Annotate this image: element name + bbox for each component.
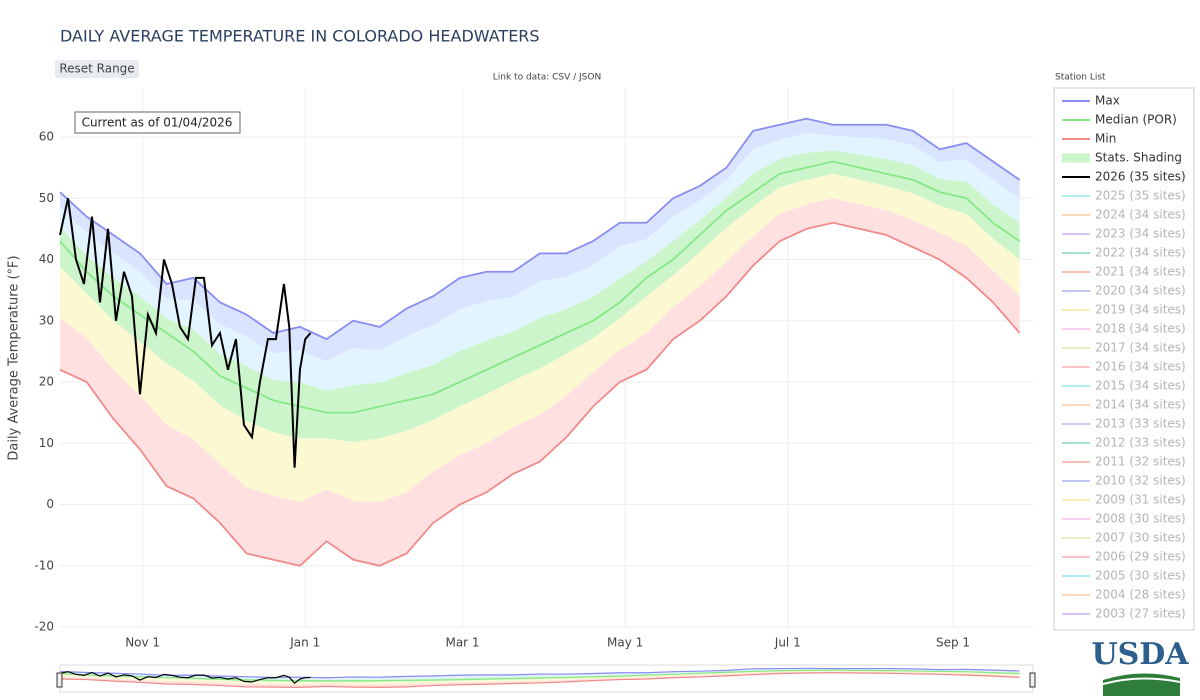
range-slider-line (59, 669, 1020, 682)
y-tick-label: 10 (39, 436, 54, 450)
stats-shading-band (60, 671, 1020, 688)
reset-button-label[interactable]: Reset Range (59, 62, 134, 76)
legend-box (1053, 87, 1195, 631)
legend-label[interactable]: 2014 (34 sites) (1095, 398, 1186, 412)
y-tick-label: 40 (39, 252, 54, 266)
legend-label[interactable]: Stats. Shading (1095, 151, 1182, 165)
legend-label[interactable]: Max (1095, 94, 1120, 108)
y-tick-label: 0 (46, 497, 54, 511)
legend-label[interactable]: 2017 (34 sites) (1095, 341, 1186, 355)
range-handle[interactable] (56, 672, 63, 688)
y-axis-label: Daily Average Temperature (°F) (7, 255, 22, 460)
legend-label[interactable]: 2006 (29 sites) (1095, 550, 1186, 564)
stats-shading-band (60, 668, 1020, 680)
y-tick-label: -20 (34, 620, 54, 634)
stats-shading-band (60, 173, 1020, 503)
legend-label[interactable]: 2013 (33 sites) (1095, 417, 1186, 431)
stats-shading-band (60, 118, 1020, 362)
range-slider-line (59, 672, 1020, 688)
legend-label[interactable]: 2016 (34 sites) (1095, 360, 1186, 374)
annotation: Current as of 01/04/2026 (82, 116, 233, 130)
data-link[interactable]: Link to data: CSV / JSON (493, 73, 601, 83)
plot: -20 -10 0 10 20 30 40 50 60 Nov 1 Jan 1 Mar 1 May 1 J… (34, 88, 1036, 693)
reset-button[interactable] (55, 60, 139, 78)
legend-label[interactable]: 2021 (34 sites) (1095, 265, 1186, 279)
series-line (59, 160, 1021, 414)
legend-label[interactable]: 2010 (32 sites) (1095, 474, 1186, 488)
x-tick-label: Sep 1 (936, 636, 970, 650)
legend-label[interactable]: 2009 (31 sites) (1095, 493, 1186, 507)
legend-label[interactable]: 2024 (34 sites) (1095, 208, 1186, 222)
stats-shading-band (60, 670, 1020, 685)
x-tick-label: May 1 (607, 636, 643, 650)
range-handle[interactable] (1029, 672, 1036, 688)
legend-label[interactable]: 2012 (33 sites) (1095, 436, 1186, 450)
legend-label[interactable]: 2015 (34 sites) (1095, 379, 1186, 393)
y-tick-label: 20 (39, 375, 54, 389)
y-tick-label: -10 (34, 558, 54, 572)
legend-label[interactable]: 2026 (35 sites) (1095, 170, 1186, 184)
legend-label[interactable]: 2022 (34 sites) (1095, 246, 1186, 260)
x-tick-label: Jul 1 (774, 636, 801, 650)
legend-label[interactable]: 2011 (32 sites) (1095, 455, 1186, 469)
legend-label[interactable]: 2025 (35 sites) (1095, 189, 1186, 203)
y-tick-label: 60 (39, 130, 54, 144)
stats-shading-band (60, 150, 1020, 443)
series-line (59, 117, 1021, 341)
legend-label[interactable]: 2007 (30 sites) (1095, 531, 1186, 545)
x-tick-label: Jan 1 (289, 636, 320, 650)
stats-shading-band (60, 133, 1020, 391)
logo: USDA (1091, 637, 1189, 696)
logo-wave (1103, 673, 1180, 696)
series-line (59, 221, 1021, 567)
legend-label[interactable]: 2008 (30 sites) (1095, 512, 1186, 526)
range-slider-line (59, 671, 311, 685)
legend-label[interactable]: Min (1095, 132, 1116, 146)
legend-label[interactable]: 2020 (34 sites) (1095, 284, 1186, 298)
legend-title: Station List (1055, 73, 1106, 83)
legend-label[interactable]: 2019 (34 sites) (1095, 303, 1186, 317)
y-tick-label: 30 (39, 313, 54, 327)
logo-stripe (1102, 677, 1181, 685)
y-tick-label: 50 (39, 191, 54, 205)
legend-label[interactable]: Median (POR) (1095, 113, 1177, 127)
chart-title: DAILY AVERAGE TEMPERATURE IN COLORADO HE… (60, 27, 540, 46)
legend-label[interactable]: 2018 (34 sites) (1095, 322, 1186, 336)
range-slider-line (59, 667, 1020, 679)
legend-label[interactable]: 2005 (30 sites) (1095, 569, 1186, 583)
logo-text: USDA (1091, 637, 1189, 672)
x-tick-label: Mar 1 (445, 636, 479, 650)
legend-label[interactable]: 2003 (27 sites) (1095, 607, 1186, 621)
annotation-box (74, 111, 241, 134)
series-line (59, 198, 312, 468)
x-tick-label: Nov 1 (125, 636, 160, 650)
legend-label[interactable]: 2004 (28 sites) (1095, 588, 1186, 602)
stats-shading-band (60, 198, 1020, 566)
legend-label[interactable]: 2023 (34 sites) (1095, 227, 1186, 241)
